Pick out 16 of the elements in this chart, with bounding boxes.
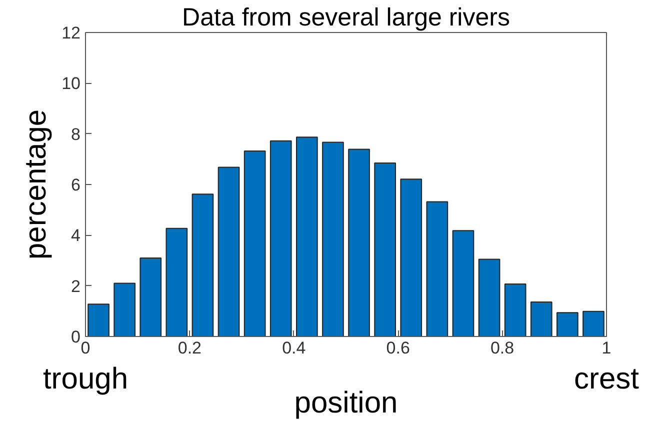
x-axis-title: position: [294, 386, 398, 420]
y-tick-label: 10: [62, 74, 81, 94]
x-tick-label: 0.4: [282, 338, 306, 358]
y-axis-title: percentage: [20, 109, 53, 260]
chart-title: Data from several large rivers: [182, 4, 510, 32]
text: trough: [42, 362, 128, 396]
x-tick-label: 1: [602, 338, 612, 358]
x-tick-label: 0.2: [178, 338, 202, 358]
text: crest: [574, 362, 640, 396]
y-tick-label: 2: [71, 276, 81, 296]
x-tick-label: 0.6: [386, 338, 410, 358]
y-tick-label: 8: [71, 124, 81, 144]
y-tick-label: 12: [62, 24, 81, 42]
y-tick-label: 6: [71, 176, 81, 194]
x-tick-label: 0.8: [490, 338, 514, 358]
y-tick-label: 4: [71, 226, 81, 246]
